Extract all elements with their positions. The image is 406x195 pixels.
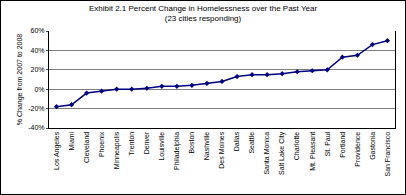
svg-text:Des Moines: Des Moines [218,131,225,168]
svg-text:Charlotte: Charlotte [293,132,300,161]
svg-text:Miami: Miami [68,131,75,150]
svg-text:-20%: -20% [28,105,44,112]
svg-text:Denver: Denver [143,131,150,154]
svg-text:60%: 60% [31,27,45,34]
svg-text:Cleveland: Cleveland [83,132,90,163]
svg-text:Exhibit 2.1 Percent Change in: Exhibit 2.1 Percent Change in Homelessne… [89,4,317,23]
svg-text:20%: 20% [31,66,45,73]
svg-text:Philadelphia: Philadelphia [173,132,181,170]
svg-text:Louisville: Louisville [158,132,165,161]
svg-text:San Francisco: San Francisco [384,132,391,177]
svg-text:Portland: Portland [339,132,346,158]
svg-text:Minneapolis: Minneapolis [113,131,121,169]
svg-text:Nashville: Nashville [203,132,210,161]
svg-text:St. Paul: St. Paul [324,131,331,156]
svg-text:Salt Lake City: Salt Lake City [278,131,286,175]
svg-text:Providence: Providence [354,132,361,167]
svg-text:-40%: -40% [28,124,44,131]
svg-text:Boston: Boston [188,132,195,154]
svg-text:Mt. Pleasant: Mt. Pleasant [309,132,316,171]
svg-text:40%: 40% [31,47,45,54]
svg-text:0%: 0% [34,86,44,93]
svg-text:Gastonia: Gastonia [369,132,376,160]
svg-text:Los Angeles: Los Angeles [53,131,61,170]
svg-text:Phoenix: Phoenix [98,131,105,157]
svg-text:Dallas: Dallas [233,131,240,151]
svg-text:% Change from 2007 to 2008: % Change from 2007 to 2008 [16,34,24,126]
svg-text:Seattle: Seattle [248,132,255,154]
svg-text:Santa Monica: Santa Monica [263,132,270,175]
svg-text:Trenton: Trenton [128,132,135,156]
